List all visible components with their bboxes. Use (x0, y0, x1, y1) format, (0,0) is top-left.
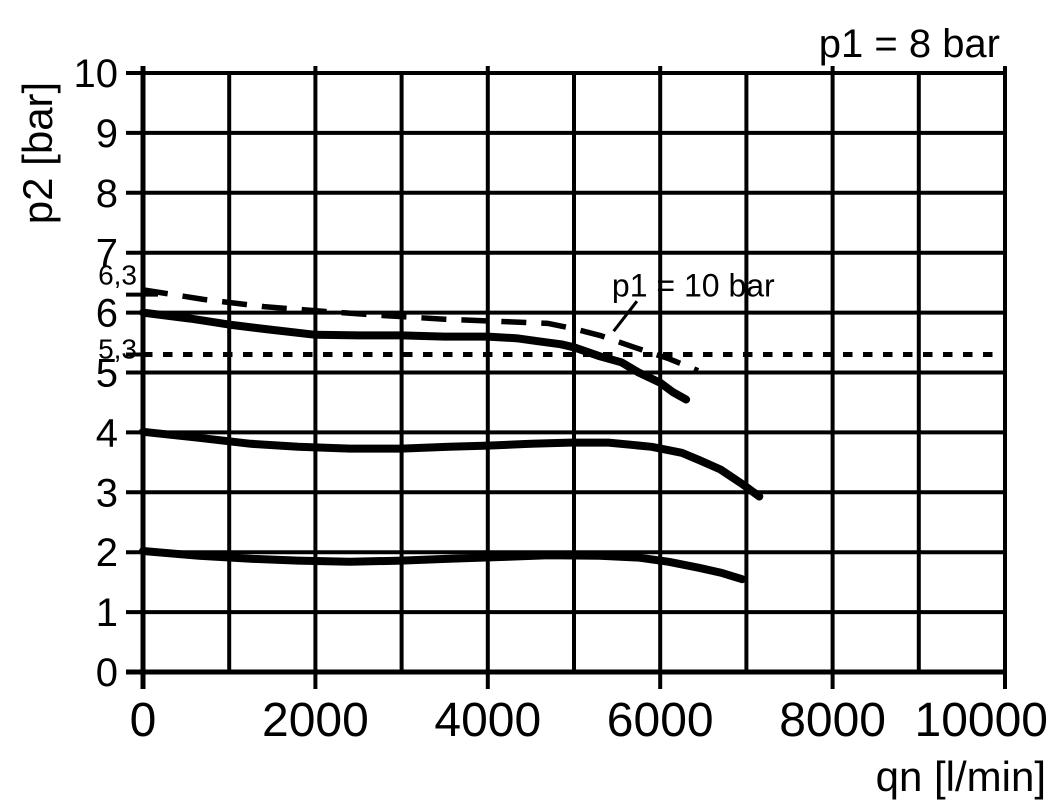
curve-p1-8-bar-outlet-6 (139, 308, 691, 404)
x-axis-title: qn [l/min] (876, 753, 1046, 800)
x-tick-label-6000: 6000 (607, 694, 714, 747)
y-tick-label-0: 0 (96, 651, 118, 695)
y-tick-label-9: 9 (96, 112, 118, 156)
y-tick-label-5: 5 (96, 352, 118, 396)
x-tick-label-10000: 10000 (915, 694, 1048, 747)
y-tick-label-8: 8 (96, 172, 118, 216)
y-tick-label-4: 4 (96, 411, 118, 455)
gridlines (126, 66, 1007, 689)
y-tick-label-6: 6 (96, 292, 118, 336)
y-tick-label-1: 1 (96, 591, 118, 635)
y-tick-label-2: 2 (96, 531, 118, 575)
pressure-curves (139, 287, 764, 584)
curve-p1-8-bar-outlet-2 (139, 547, 747, 584)
x-tick-label-4000: 4000 (434, 694, 541, 747)
annotation-leader (612, 300, 639, 333)
curve-p1-10-bar-dashed (142, 287, 700, 374)
y-axis-title: p2 [bar] (14, 82, 61, 224)
y-tick-label-7: 7 (96, 232, 118, 276)
annotation-p1-10-bar: p1 = 10 bar (612, 267, 775, 303)
x-tick-label-0: 0 (130, 694, 157, 747)
chart-title: p1 = 8 bar (819, 22, 1000, 66)
x-tick-label-2000: 2000 (262, 694, 369, 747)
axis-ticks (126, 292, 158, 357)
y-tick-label-5,3: 5,3 (98, 334, 137, 365)
curve-p1-8-bar-outlet-4 (139, 427, 764, 501)
x-tick-labels: 0 2000 4000 6000 8000 10000 (130, 694, 1048, 747)
y-tick-labels: 0 1 2 3 4 5 6 7 8 9 10 6,3 5,3 (74, 52, 138, 695)
y-tick-label-6,3: 6,3 (98, 260, 137, 291)
x-tick-label-8000: 8000 (779, 694, 886, 747)
y-tick-label-10: 10 (74, 52, 119, 96)
annotation-leader-line (612, 300, 639, 333)
y-tick-label-3: 3 (96, 471, 118, 515)
